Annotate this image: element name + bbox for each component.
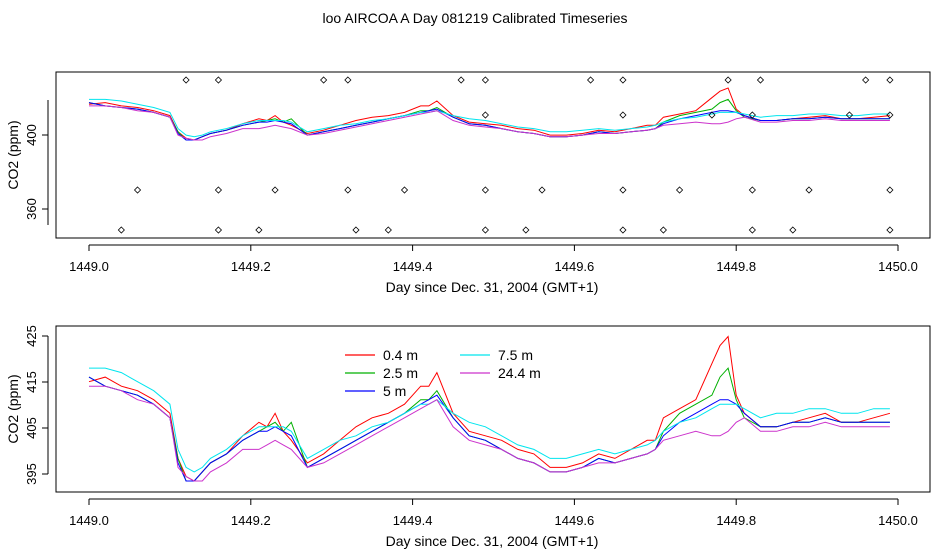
y-tick-label: 400 xyxy=(24,124,39,146)
sample-marker xyxy=(214,186,223,194)
sample-marker xyxy=(756,76,765,84)
sample-marker xyxy=(255,226,263,234)
bottom-x-axis: 1449.0 1449.2 1449.4 1449.6 1449.8 1450.0 xyxy=(69,498,918,528)
sample-marker xyxy=(748,226,756,234)
sample-marker xyxy=(862,76,870,84)
legend-label: 2.5 m xyxy=(383,365,418,381)
x-tick-label: 1449.2 xyxy=(231,259,271,274)
sample-marker xyxy=(133,186,142,194)
sample-marker xyxy=(522,226,530,234)
y-tick-label: 415 xyxy=(24,371,39,393)
top-sample-markers xyxy=(117,76,894,234)
sample-marker xyxy=(320,76,328,84)
legend: 0.4 m 2.5 m 5 m 7.5 m 24.4 m xyxy=(345,347,541,399)
sample-marker xyxy=(886,76,894,84)
sample-marker xyxy=(271,186,279,194)
bottom-plot-frame xyxy=(55,325,931,493)
top-series-line-24-4-mm xyxy=(89,105,890,141)
x-tick-label: 1449.4 xyxy=(393,513,433,528)
top-series-layer xyxy=(88,87,890,141)
x-tick-label: 1449.2 xyxy=(231,513,271,528)
sample-marker xyxy=(384,226,392,234)
bottom-y-axis-label: CO2 (ppm) xyxy=(5,374,21,443)
top-series-line-7-5-mm xyxy=(89,98,890,138)
sample-marker xyxy=(481,76,489,84)
top-series-line-5-mm xyxy=(88,102,890,141)
sample-marker xyxy=(708,111,716,119)
sample-marker xyxy=(400,186,409,194)
sample-marker xyxy=(352,226,360,234)
legend-label: 7.5 m xyxy=(498,347,533,363)
sample-marker xyxy=(481,186,489,194)
sample-marker xyxy=(117,226,125,234)
x-tick-label: 1449.0 xyxy=(69,513,109,528)
bottom-series-line-24-4-mm xyxy=(89,385,890,482)
x-tick-label: 1449.8 xyxy=(716,259,756,274)
sample-marker xyxy=(619,226,627,234)
top-x-axis: 1449.0 1449.2 1449.4 1449.6 1449.8 1450.0 xyxy=(69,244,918,274)
x-tick-label: 1449.6 xyxy=(555,513,595,528)
top-x-axis-label: Day since Dec. 31, 2004 (GMT+1) xyxy=(386,279,599,295)
sample-marker xyxy=(481,226,489,234)
sample-marker xyxy=(724,76,732,84)
sample-marker xyxy=(344,76,352,84)
bottom-series-line-7-5-mm xyxy=(89,367,890,473)
x-tick-label: 1449.6 xyxy=(555,259,595,274)
sample-marker xyxy=(789,226,797,234)
x-tick-label: 1449.0 xyxy=(69,259,109,274)
x-tick-label: 1450.0 xyxy=(878,259,918,274)
sample-marker xyxy=(457,76,465,84)
sample-marker xyxy=(748,111,756,119)
sample-marker xyxy=(214,76,223,84)
bottom-series-layer xyxy=(88,335,891,482)
x-tick-label: 1450.0 xyxy=(878,513,918,528)
top-y-axis: 360 400 xyxy=(24,100,49,225)
sample-marker xyxy=(182,76,190,84)
sample-marker xyxy=(659,226,667,234)
bottom-panel: 1449.0 1449.2 1449.4 1449.6 1449.8 1450.0 395… xyxy=(5,325,931,549)
sample-marker xyxy=(619,76,627,84)
top-panel: 1449.0 1449.2 1449.4 1449.6 1449.8 1450.0 360… xyxy=(5,71,931,295)
sample-marker xyxy=(481,111,489,119)
sample-marker xyxy=(886,226,894,234)
y-tick-label: 405 xyxy=(24,417,39,439)
bottom-y-axis: 395 405 415 425 xyxy=(24,325,49,485)
sample-marker xyxy=(845,111,854,119)
legend-label: 5 m xyxy=(383,383,406,399)
sample-marker xyxy=(344,186,352,194)
sample-marker xyxy=(886,186,894,194)
sample-marker xyxy=(587,76,595,84)
sample-marker xyxy=(805,186,813,194)
top-plot-frame xyxy=(55,71,931,239)
y-tick-label: 360 xyxy=(24,198,39,220)
bottom-series-line-5-mm xyxy=(88,376,890,482)
top-y-axis-label: CO2 (ppm) xyxy=(5,120,21,189)
y-tick-label: 425 xyxy=(24,325,39,347)
x-tick-label: 1449.4 xyxy=(393,259,433,274)
legend-label: 0.4 m xyxy=(383,347,418,363)
x-tick-label: 1449.8 xyxy=(716,513,756,528)
y-tick-label: 395 xyxy=(24,463,39,485)
sample-marker xyxy=(214,226,223,234)
sample-marker xyxy=(538,186,546,194)
sample-marker xyxy=(748,186,756,194)
legend-label: 24.4 m xyxy=(498,365,541,381)
bottom-x-axis-label: Day since Dec. 31, 2004 (GMT+1) xyxy=(386,533,599,549)
sample-marker xyxy=(676,186,684,194)
sample-marker xyxy=(619,186,627,194)
page-title: loo AIRCOA A Day 081219 Calibrated Times… xyxy=(322,10,628,26)
sample-marker xyxy=(619,111,627,119)
sample-marker xyxy=(886,111,894,119)
